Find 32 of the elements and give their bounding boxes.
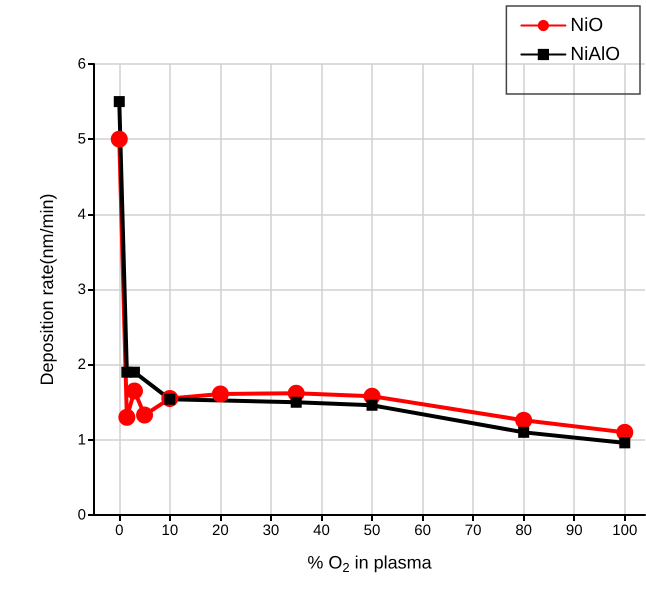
- x-tick-label: 80: [515, 522, 532, 539]
- y-tick-label: 5: [78, 130, 86, 148]
- y-tick-label: 2: [78, 356, 86, 374]
- point: [290, 396, 302, 408]
- x-tick-label: 90: [566, 522, 583, 539]
- x-tick-label: 10: [161, 522, 178, 539]
- x-tick-label: 50: [364, 522, 380, 539]
- point: [136, 406, 154, 424]
- y-tick-label: 1: [78, 431, 86, 448]
- x-tick-label: 40: [313, 522, 330, 539]
- y-tick-label: 4: [78, 206, 86, 223]
- point: [212, 385, 229, 402]
- x-tick-label: 0: [115, 522, 124, 539]
- point: [619, 437, 630, 448]
- x-tick-label: 70: [464, 522, 482, 539]
- x-tick-label: 60: [414, 522, 431, 539]
- point: [128, 366, 140, 378]
- x-tick-label: 30: [262, 522, 280, 539]
- point: [366, 400, 378, 411]
- point: [114, 96, 125, 108]
- x-tick-label: 20: [212, 522, 229, 539]
- point: [110, 130, 128, 148]
- y-axis-title: Deposition rate(nm/min): [37, 193, 57, 386]
- y-tick-label: 0: [78, 506, 86, 524]
- legend-label: NiAlO: [570, 44, 620, 65]
- point: [118, 408, 136, 426]
- point: [515, 412, 532, 429]
- y-tick-label: 3: [78, 281, 86, 298]
- point: [518, 426, 530, 438]
- y-tick-label: 6: [78, 56, 86, 72]
- legend-label: NiO: [570, 15, 604, 36]
- x-tick-label: 100: [612, 522, 638, 539]
